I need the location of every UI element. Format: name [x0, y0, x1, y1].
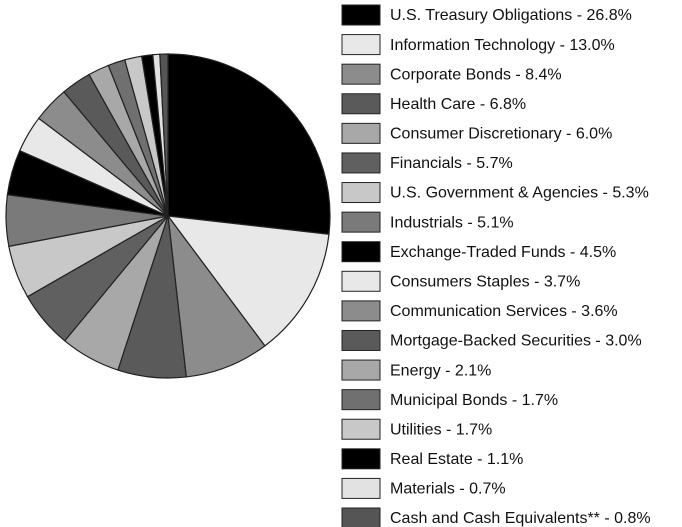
- legend-label: Information Technology - 13.0%: [390, 37, 615, 54]
- legend-label: Communication Services - 3.6%: [390, 303, 618, 320]
- legend-label: Energy - 2.1%: [390, 362, 491, 379]
- legend-label: Financials - 5.7%: [390, 155, 513, 172]
- legend-label: Corporate Bonds - 8.4%: [390, 66, 562, 83]
- legend-label: Consumer Discretionary - 6.0%: [390, 126, 612, 143]
- legend-label: Industrials - 5.1%: [390, 214, 514, 231]
- legend-swatch: [341, 122, 381, 144]
- legend-label: Consumers Staples - 3.7%: [390, 274, 580, 291]
- legend-label: U.S. Treasury Obligations - 26.8%: [390, 7, 632, 24]
- legend-label: Real Estate - 1.1%: [390, 451, 523, 468]
- legend-swatch: [341, 211, 381, 233]
- legend-swatch: [341, 418, 381, 440]
- legend-label: Municipal Bonds - 1.7%: [390, 392, 558, 409]
- pie: [5, 53, 331, 379]
- pie-slice: [167, 53, 331, 235]
- legend-swatch: [341, 4, 381, 26]
- legend: U.S. Treasury Obligations - 26.8% Informa…: [341, 4, 651, 527]
- legend-label: Utilities - 1.7%: [390, 421, 492, 438]
- legend-swatch: [341, 270, 381, 292]
- legend-swatch: [341, 300, 381, 322]
- legend-swatch: [341, 182, 381, 204]
- legend-swatch: [341, 63, 381, 85]
- legend-swatch: [341, 152, 381, 174]
- legend-swatch: [341, 329, 381, 351]
- legend-label: Health Care - 6.8%: [390, 96, 526, 113]
- legend-label: Mortgage-Backed Securities - 3.0%: [390, 333, 642, 350]
- pie-slice: [159, 53, 169, 217]
- pie-slice: [167, 213, 266, 378]
- legend-label: Materials - 0.7%: [390, 481, 506, 498]
- legend-swatch: [341, 241, 381, 263]
- legend-swatch: [341, 359, 381, 381]
- legend-swatch: [341, 507, 381, 527]
- legend-swatch: [341, 34, 381, 56]
- legend-swatch: [341, 389, 381, 411]
- legend-swatch: [341, 448, 381, 470]
- legend-label: U.S. Government & Agencies - 5.3%: [390, 185, 649, 202]
- legend-label: Exchange-Traded Funds - 4.5%: [390, 244, 616, 261]
- legend-swatch: [341, 477, 381, 499]
- pie-slice: [166, 215, 330, 347]
- legend-swatch: [341, 93, 381, 115]
- legend-label: Cash and Cash Equivalents** - 0.8%: [390, 510, 651, 527]
